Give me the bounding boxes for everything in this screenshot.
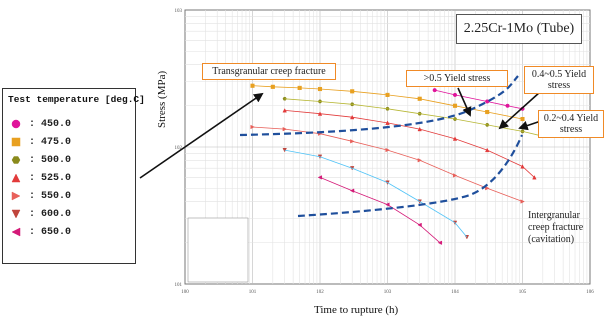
x-tick-label: 100 (181, 290, 189, 295)
legend-item: : 525.0 (10, 171, 71, 185)
fit-curve (284, 110, 535, 178)
x-tick-label: 105 (519, 290, 527, 295)
legend-marker-icon (10, 135, 26, 149)
legend-marker-shape (11, 119, 21, 129)
data-point (520, 199, 525, 204)
data-point (250, 124, 255, 130)
legend-item-label: : 450.0 (29, 118, 72, 130)
legend-marker-shape (11, 191, 21, 201)
legend-item-label: : 600.0 (29, 208, 72, 220)
annotation-intergranular: Intergranular creep fracture (cavitation… (528, 210, 584, 245)
legend-item-label: : 500.0 (29, 154, 72, 166)
legend-item-label: : 550.0 (29, 190, 72, 202)
legend-marker-shape (11, 156, 21, 164)
fit-curve (284, 149, 468, 238)
fit-curve (252, 126, 523, 202)
fit-curve (284, 98, 543, 137)
x-tick-label: 103 (384, 290, 392, 295)
x-tick-label: 101 (249, 290, 257, 295)
annotation-arrow (498, 91, 541, 130)
y-tick-label: 102 (175, 146, 183, 151)
chart-title: 2.25Cr-1Mo (Tube) (456, 14, 582, 44)
data-point (317, 175, 323, 180)
legend-marker-shape (11, 227, 21, 237)
boundary-gt05 (239, 75, 519, 137)
yield-boundaries (239, 75, 524, 218)
legend-item: : 475.0 (10, 135, 71, 149)
legend-marker-icon (10, 153, 26, 167)
y-tick-label: 103 (175, 9, 183, 14)
legend-marker-icon (10, 189, 26, 203)
legend-marker-icon (10, 171, 26, 185)
legend-item-label: : 650.0 (29, 226, 72, 238)
legend-marker-icon (10, 225, 26, 239)
inset-legend (187, 217, 249, 283)
x-tick-label: 106 (586, 290, 594, 295)
y-axis-label: Stress (MPa) (156, 70, 168, 128)
legend-title: Test temperature [deg.C] (8, 94, 145, 105)
boundary-02-04 (297, 134, 524, 218)
legend-marker-shape (11, 137, 21, 147)
fit-curve (319, 177, 441, 244)
tick-labels: 100 101 102 103 104 105 106 101 102 103 (175, 9, 595, 295)
legend-marker-shape (11, 173, 21, 183)
legend-marker-shape (11, 209, 21, 219)
fit-curve (434, 89, 523, 110)
legend-item: : 450.0 (10, 117, 71, 131)
legend-item: : 650.0 (10, 225, 71, 239)
legend-marker-icon (10, 207, 26, 221)
annotation-gt05-yield: >0.5 Yield stress (406, 70, 508, 87)
legend-marker-icon (10, 117, 26, 131)
annotation-arrow (139, 92, 264, 179)
annotation-02-04-yield: 0.2~0.4 Yield stress (538, 110, 604, 138)
x-axis-label: Time to rupture (h) (314, 304, 399, 316)
x-tick-label: 102 (316, 290, 324, 295)
legend-item: : 600.0 (10, 207, 71, 221)
x-tick-label: 104 (451, 290, 459, 295)
legend: Test temperature [deg.C] : 450.0 : 475.0:… (2, 88, 145, 264)
legend-item: : 500.0 (10, 153, 71, 167)
annotation-04-05-yield: 0.4~0.5 Yield stress (524, 66, 594, 94)
annotation-transgranular: Transgranular creep fracture (202, 63, 336, 80)
legend-item-label: : 475.0 (29, 136, 72, 148)
legend-item: : 550.0 (10, 189, 71, 203)
y-tick-label: 101 (175, 283, 183, 288)
annotation-arrow (457, 87, 472, 117)
annotation-arrows (139, 87, 545, 179)
legend-item-label: : 525.0 (29, 172, 72, 184)
